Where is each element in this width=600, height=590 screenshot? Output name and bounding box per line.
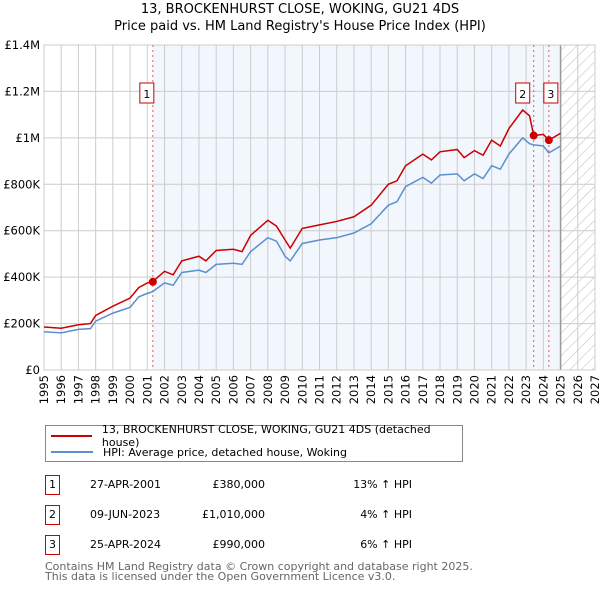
sale-date: 25-APR-2024 xyxy=(90,538,162,551)
x-tick-label: 2017 xyxy=(416,375,430,404)
y-tick-label: £0 xyxy=(25,363,40,377)
x-tick-label: 2020 xyxy=(467,375,481,404)
sale-point xyxy=(544,136,553,145)
x-tick-label: 2010 xyxy=(295,375,309,404)
x-tick-label: 2002 xyxy=(158,375,172,404)
chart-title: 13, BROCKENHURST CLOSE, WOKING, GU21 4DS xyxy=(140,2,460,17)
legend-label: 13, BROCKENHURST CLOSE, WOKING, GU21 4DS… xyxy=(101,423,431,449)
y-tick-label: £400K xyxy=(3,270,40,284)
x-tick-label: 1999 xyxy=(106,375,120,404)
x-tick-label: 2007 xyxy=(244,375,258,404)
x-tick-label: 2021 xyxy=(485,375,499,404)
x-tick-label: 2024 xyxy=(536,375,550,404)
sale-date: 27-APR-2001 xyxy=(90,478,162,491)
x-tick-label: 1995 xyxy=(37,375,51,404)
sale-hpi-diff: 6% ↑ HPI xyxy=(360,538,412,551)
x-tick-label: 2000 xyxy=(123,375,137,404)
sale-row: 1 27-APR-2001 £380,000 13% ↑ HPI xyxy=(45,475,465,495)
x-tick-label: 2013 xyxy=(347,375,361,404)
y-tick-label: £200K xyxy=(3,317,40,331)
sale-label-box xyxy=(515,82,531,104)
x-tick-label: 2006 xyxy=(226,375,240,404)
sale-number: 3 xyxy=(45,535,60,555)
sale-label: 2 xyxy=(519,88,526,101)
x-tick-label: 2025 xyxy=(554,375,568,404)
sale-period-shading xyxy=(152,45,561,370)
sale-price: £1,010,000 xyxy=(202,508,265,521)
sale-price: £380,000 xyxy=(212,478,266,491)
sale-label-box xyxy=(543,82,559,104)
sale-price: £990,000 xyxy=(212,538,266,551)
sale-hpi-diff: 4% ↑ HPI xyxy=(360,508,412,521)
x-tick-label: 1997 xyxy=(71,375,85,404)
x-tick-label: 1996 xyxy=(54,375,68,404)
legend-item-hpi: HPI: Average price, detached house, Woki… xyxy=(46,444,347,460)
x-tick-label: 2018 xyxy=(433,375,447,404)
legend-item-property: 13, BROCKENHURST CLOSE, WOKING, GU21 4DS… xyxy=(46,423,462,449)
x-tick-label: 1998 xyxy=(89,375,103,404)
plot-frame xyxy=(43,44,596,371)
sale-date: 09-JUN-2023 xyxy=(90,508,161,521)
sale-hpi-diff: 13% ↑ HPI xyxy=(353,478,412,491)
sale-number: 1 xyxy=(45,475,60,495)
sale-label: 3 xyxy=(547,88,554,101)
x-tick-label: 2012 xyxy=(330,375,344,404)
x-tick-label: 2015 xyxy=(381,375,395,404)
x-tick-label: 2014 xyxy=(364,375,378,404)
sale-label-box xyxy=(139,82,155,104)
chart-subtitle: Price paid vs. HM Land Registry's House … xyxy=(114,19,486,34)
x-tick-label: 2001 xyxy=(140,375,154,404)
x-tick-label: 2009 xyxy=(278,375,292,404)
y-tick-label: £800K xyxy=(3,177,40,191)
legend: 13, BROCKENHURST CLOSE, WOKING, GU21 4DS… xyxy=(45,423,463,462)
footer-licence: This data is licensed under the Open Gov… xyxy=(45,570,396,583)
x-tick-label: 2027 xyxy=(588,375,600,404)
x-tick-label: 2016 xyxy=(399,375,413,404)
x-tick-label: 2004 xyxy=(192,375,206,404)
y-tick-label: £1M xyxy=(15,131,40,145)
sale-point xyxy=(529,131,538,140)
y-tick-label: £1.4M xyxy=(4,38,40,52)
x-tick-label: 2023 xyxy=(519,375,533,404)
legend-label: HPI: Average price, detached house, Woki… xyxy=(103,445,347,459)
sale-row: 3 25-APR-2024 £990,000 6% ↑ HPI xyxy=(45,535,465,555)
series-line xyxy=(43,136,561,334)
sale-number: 2 xyxy=(45,505,60,525)
x-tick-label: 2003 xyxy=(175,375,189,404)
sale-point xyxy=(148,277,157,286)
x-tick-label: 2005 xyxy=(209,375,223,404)
y-tick-label: £1.2M xyxy=(4,84,40,98)
y-tick-label: £600K xyxy=(3,224,40,238)
series-line xyxy=(43,108,561,329)
x-tick-label: 2019 xyxy=(450,375,464,404)
x-tick-label: 2026 xyxy=(571,375,585,404)
chart-plot: 1995 1996 1997 1998 1999 2000 2001 2002 2003 2004… xyxy=(3,38,600,404)
footer-copyright: Contains HM Land Registry data © Crown c… xyxy=(45,560,473,573)
x-tick-label: 2011 xyxy=(313,375,327,404)
x-tick-label: 2008 xyxy=(261,375,275,404)
sale-label: 1 xyxy=(143,88,150,101)
x-tick-label: 2022 xyxy=(502,375,516,404)
sale-row: 2 09-JUN-2023 £1,010,000 4% ↑ HPI xyxy=(45,505,465,525)
